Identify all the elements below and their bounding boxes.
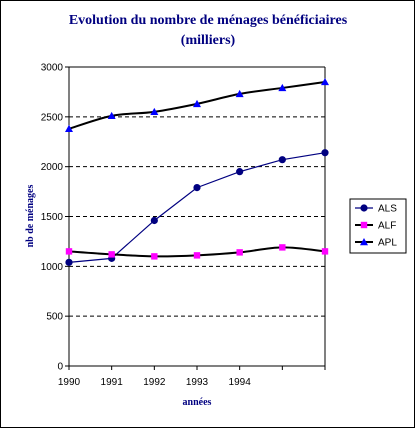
data-point-apl	[278, 83, 287, 92]
x-axis-ticks: 1990 1991 1992 1993 1994	[58, 366, 326, 388]
legend-entry-alf: ALF	[355, 221, 396, 232]
data-point-alf	[193, 252, 201, 259]
data-point-alf	[321, 248, 329, 255]
legend-marker-apl	[360, 238, 368, 246]
data-point-als	[193, 183, 201, 192]
data-point-alf	[151, 253, 158, 260]
legend-entries: ALS ALF APL	[355, 204, 397, 249]
y-tick-label: 3000	[41, 63, 64, 74]
x-tick-label: 1990	[58, 377, 81, 388]
series-layer	[65, 77, 329, 266]
series-apl	[65, 77, 329, 132]
y-tick-label: 1500	[41, 212, 64, 223]
y-axis-title: nb de ménages	[25, 185, 36, 248]
x-tick-label: 1992	[143, 377, 166, 388]
legend-label-alf: ALF	[378, 221, 396, 232]
y-tick-label: 2000	[41, 162, 64, 173]
grid-lines	[69, 66, 326, 366]
data-point-alf	[65, 248, 73, 255]
data-point-alf	[108, 251, 115, 258]
legend-marker-als	[360, 204, 368, 212]
legend-entry-als: ALS	[355, 204, 397, 215]
x-tick-label: 1993	[186, 377, 209, 388]
data-point-apl	[321, 77, 329, 86]
data-point-als	[321, 149, 329, 157]
chart-title-line2: (milliers)	[181, 33, 236, 48]
data-point-apl	[107, 111, 116, 120]
chart-title-line1: Evolution du nombre de ménages bénéficia…	[69, 13, 348, 28]
y-tick-label: 0	[57, 362, 63, 373]
data-point-als	[278, 156, 286, 164]
y-tick-label: 1000	[41, 262, 64, 273]
data-point-apl	[235, 89, 244, 98]
data-point-als	[150, 216, 158, 225]
data-point-apl	[65, 124, 73, 132]
data-point-alf	[236, 249, 243, 256]
legend-label-apl: APL	[378, 238, 397, 249]
data-point-alf	[279, 244, 286, 251]
legend-entry-apl: APL	[355, 238, 397, 249]
y-tick-label: 2500	[41, 112, 64, 123]
series-alf	[65, 244, 329, 260]
y-axis-ticks: 0 500 1000 1500 2000 2500 3000	[41, 63, 69, 373]
y-tick-label: 500	[46, 312, 63, 323]
data-point-apl	[193, 99, 201, 108]
legend-label-als: ALS	[378, 204, 397, 215]
x-tick-label: 1991	[101, 377, 124, 388]
x-axis-title: années	[183, 397, 212, 408]
legend-marker-alf	[360, 221, 368, 229]
legend: ALS ALF APL	[349, 198, 407, 254]
data-point-apl	[150, 107, 159, 116]
data-point-als	[236, 168, 244, 176]
data-point-als	[65, 258, 73, 266]
x-tick-label: 1994	[229, 377, 252, 388]
